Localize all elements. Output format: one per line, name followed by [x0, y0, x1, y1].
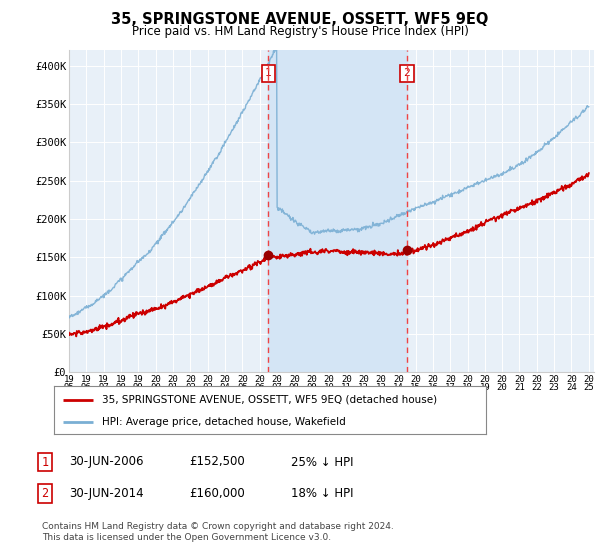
Text: Contains HM Land Registry data © Crown copyright and database right 2024.
This d: Contains HM Land Registry data © Crown c… — [42, 522, 394, 542]
Text: HPI: Average price, detached house, Wakefield: HPI: Average price, detached house, Wake… — [101, 417, 345, 427]
Text: £152,500: £152,500 — [189, 455, 245, 469]
Text: 35, SPRINGSTONE AVENUE, OSSETT, WF5 9EQ (detached house): 35, SPRINGSTONE AVENUE, OSSETT, WF5 9EQ … — [101, 395, 437, 405]
Text: 18% ↓ HPI: 18% ↓ HPI — [291, 487, 353, 501]
Text: 30-JUN-2014: 30-JUN-2014 — [69, 487, 143, 501]
Bar — [268, 50, 407, 372]
Text: 1: 1 — [41, 455, 49, 469]
Text: £160,000: £160,000 — [189, 487, 245, 501]
Text: 25% ↓ HPI: 25% ↓ HPI — [291, 455, 353, 469]
Text: 30-JUN-2006: 30-JUN-2006 — [69, 455, 143, 469]
Text: 2: 2 — [403, 68, 410, 78]
Text: 35, SPRINGSTONE AVENUE, OSSETT, WF5 9EQ: 35, SPRINGSTONE AVENUE, OSSETT, WF5 9EQ — [112, 12, 488, 27]
Text: Price paid vs. HM Land Registry's House Price Index (HPI): Price paid vs. HM Land Registry's House … — [131, 25, 469, 38]
Text: 2: 2 — [41, 487, 49, 501]
Text: 1: 1 — [265, 68, 272, 78]
